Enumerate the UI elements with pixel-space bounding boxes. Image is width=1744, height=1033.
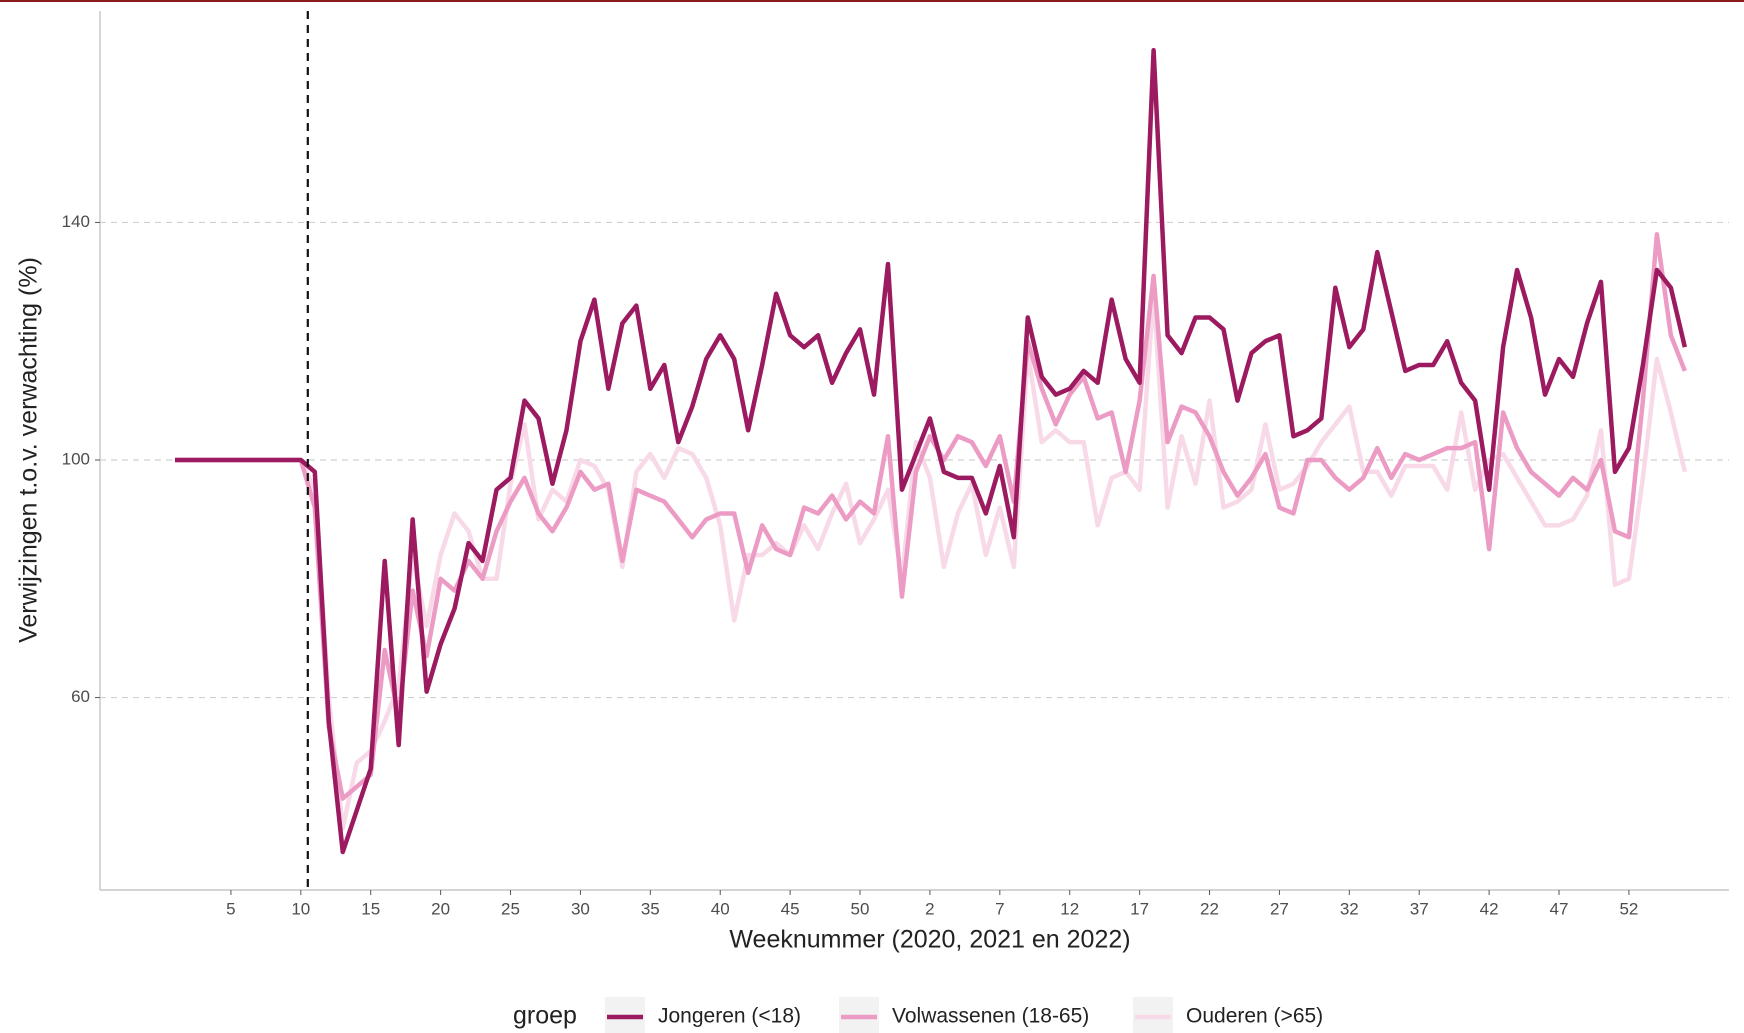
series-line <box>175 291 1688 831</box>
series-line <box>175 47 1688 855</box>
y-tick-label: 60 <box>71 687 90 706</box>
top-rule <box>0 0 1744 2</box>
legend-label: Jongeren (<18) <box>658 1005 801 1028</box>
x-tick-label: 22 <box>1200 899 1219 918</box>
x-tick-label: 15 <box>361 899 380 918</box>
y-tick-label: 140 <box>62 212 90 231</box>
x-axis-title: Weeknummer (2020, 2021 en 2022) <box>729 926 1130 954</box>
x-tick-label: 40 <box>711 899 730 918</box>
y-tick-label: 100 <box>62 449 90 468</box>
x-tick-label: 2 <box>925 899 934 918</box>
x-tick-label: 10 <box>291 899 310 918</box>
x-tick-label: 45 <box>781 899 800 918</box>
legend-label: Volwassenen (18-65) <box>892 1005 1089 1028</box>
x-tick-label: 25 <box>501 899 520 918</box>
legend-title: groep <box>513 1002 577 1030</box>
x-tick-label: 47 <box>1550 899 1569 918</box>
y-axis-title: Verwijzingen t.o.v. verwachting (%) <box>15 257 43 643</box>
x-tick-label: 27 <box>1270 899 1289 918</box>
x-tick-label: 50 <box>851 899 870 918</box>
x-tick-label: 20 <box>431 899 450 918</box>
x-tick-label: 52 <box>1619 899 1638 918</box>
x-tick-label: 30 <box>571 899 590 918</box>
series-line <box>175 232 1687 801</box>
x-tick-label: 37 <box>1410 899 1429 918</box>
x-tick-label: 7 <box>995 899 1004 918</box>
legend-label: Ouderen (>65) <box>1186 1005 1323 1028</box>
x-tick-label: 32 <box>1340 899 1359 918</box>
x-tick-label: 42 <box>1480 899 1499 918</box>
x-tick-label: 5 <box>226 899 235 918</box>
x-tick-label: 12 <box>1060 899 1079 918</box>
x-tick-label: 17 <box>1130 899 1149 918</box>
x-tick-label: 35 <box>641 899 660 918</box>
